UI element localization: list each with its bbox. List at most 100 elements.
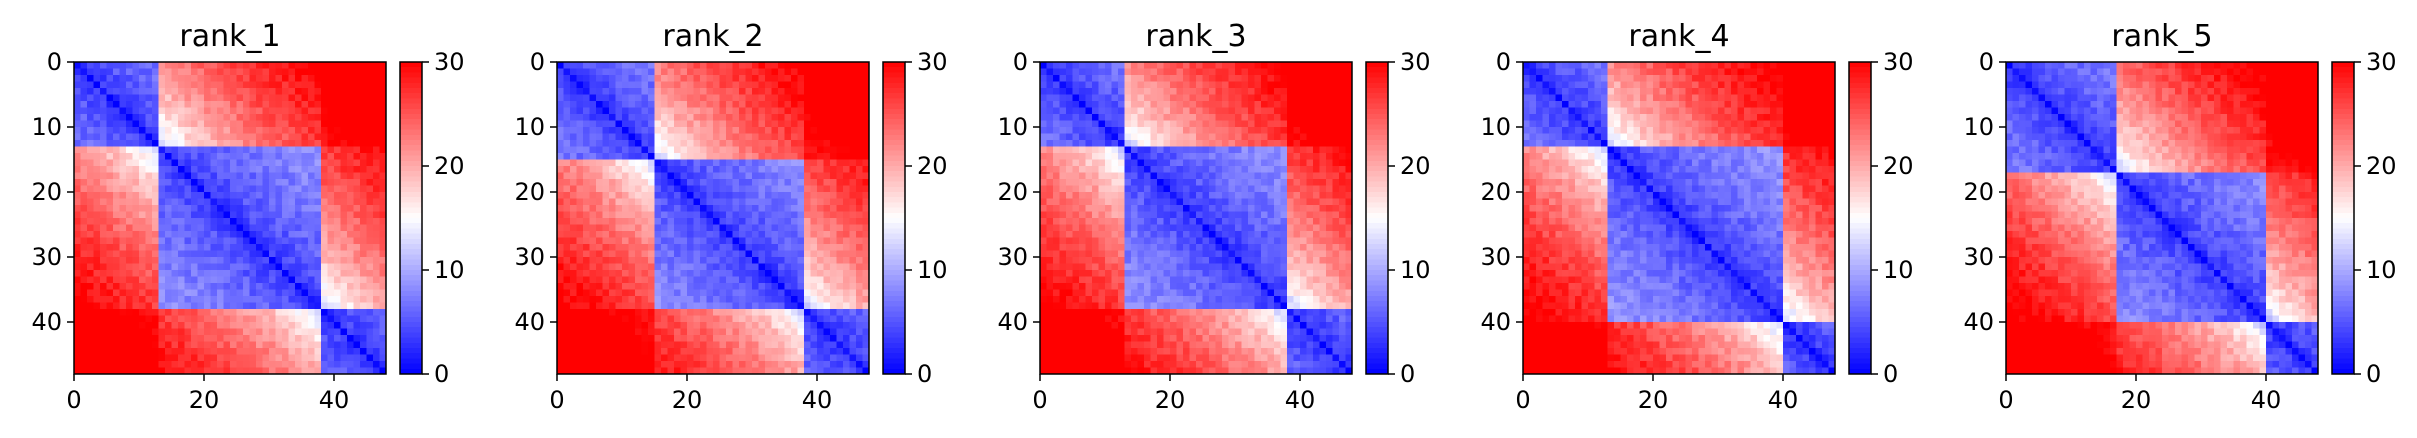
heatmap-cell — [288, 133, 296, 141]
heatmap-cell — [334, 127, 341, 134]
heatmap-cell — [570, 367, 577, 375]
heatmap-cell — [693, 341, 701, 349]
heatmap-cell — [849, 276, 857, 284]
heatmap-cell — [360, 133, 367, 141]
heatmap-cell — [700, 68, 707, 76]
heatmap-cell — [80, 328, 88, 336]
heatmap-cell — [158, 328, 166, 336]
heatmap-cell — [288, 322, 296, 329]
heatmap-cell — [836, 296, 844, 303]
heatmap-cell — [609, 218, 616, 225]
heatmap-cell — [100, 179, 107, 186]
heatmap-cell — [347, 296, 354, 303]
heatmap-cell — [288, 62, 296, 69]
heatmap-cell — [648, 179, 655, 186]
heatmap-cell — [635, 309, 642, 316]
heatmap-cell — [217, 127, 224, 134]
heatmap-cell — [171, 198, 179, 206]
heatmap-cell — [191, 328, 198, 336]
heatmap-cell — [243, 101, 250, 108]
heatmap-cell — [379, 179, 387, 186]
heatmap-cell — [327, 296, 335, 303]
heatmap-cell — [661, 94, 668, 102]
heatmap-cell — [706, 244, 714, 251]
heatmap-cell — [654, 198, 662, 206]
heatmap-cell — [100, 341, 107, 349]
heatmap-cell — [360, 257, 367, 264]
heatmap-cell — [615, 244, 623, 251]
heatmap-cell — [347, 322, 354, 329]
heatmap-cell — [576, 166, 584, 173]
heatmap-cell — [113, 62, 120, 69]
heatmap-cell — [836, 159, 844, 167]
heatmap-cell — [817, 335, 824, 342]
heatmap-cell — [843, 250, 850, 258]
heatmap-cell — [301, 322, 309, 329]
heatmap-cell — [557, 192, 564, 199]
heatmap-cell — [321, 218, 328, 225]
heatmap-cell — [862, 244, 870, 251]
heatmap-cell — [340, 263, 348, 271]
heatmap-cell — [80, 198, 88, 206]
heatmap-cell — [243, 283, 250, 290]
heatmap-cell — [648, 244, 655, 251]
heatmap-cell — [674, 127, 681, 134]
heatmap-cell — [596, 107, 603, 115]
heatmap-cell — [1105, 81, 1112, 89]
heatmap-cell — [74, 185, 81, 193]
heatmap-cell — [347, 315, 354, 323]
heatmap-cell — [197, 257, 205, 264]
heatmap-cell — [373, 153, 380, 160]
heatmap-cell — [667, 276, 675, 284]
heatmap-cell — [680, 192, 688, 199]
heatmap-cell — [360, 185, 367, 193]
heatmap-cell — [856, 101, 863, 108]
heatmap-cell — [1339, 62, 1346, 69]
heatmap-cell — [275, 198, 283, 206]
heatmap-cell — [119, 231, 127, 238]
heatmap-cell — [373, 276, 380, 284]
heatmap-cell — [628, 166, 636, 173]
heatmap-cell — [862, 120, 870, 128]
heatmap-cells — [557, 62, 870, 375]
heatmap-cell — [93, 322, 101, 329]
heatmap-cell — [628, 270, 636, 277]
heatmap-cell — [113, 205, 120, 212]
heatmap-cell — [654, 309, 662, 316]
heatmap-cell — [804, 283, 811, 290]
heatmap-cell — [230, 302, 237, 310]
heatmap-cell — [693, 296, 701, 303]
heatmap-cell — [139, 179, 146, 186]
heatmap-cell — [243, 94, 250, 102]
heatmap-cell — [158, 153, 166, 160]
heatmap-cell — [321, 224, 328, 232]
heatmap-cell — [583, 94, 590, 102]
heatmap-cell — [778, 367, 785, 375]
heatmap-cell — [589, 205, 597, 212]
heatmap-cell — [243, 309, 250, 316]
heatmap-cell — [366, 224, 374, 232]
heatmap-cell — [602, 322, 610, 329]
heatmap-cell — [674, 94, 681, 102]
heatmap-cell — [126, 283, 133, 290]
heatmap-cell — [739, 315, 746, 323]
heatmap-cell — [693, 101, 701, 108]
colorbar-segment — [400, 353, 422, 359]
heatmap-cell — [74, 296, 81, 303]
heatmap-cell — [661, 68, 668, 76]
heatmap-cell — [321, 367, 328, 375]
heatmap-cell — [622, 341, 629, 349]
heatmap-cell — [379, 205, 387, 212]
heatmap-cell — [217, 263, 224, 271]
heatmap-cell — [74, 211, 81, 219]
heatmap-cell — [680, 263, 688, 271]
heatmap-cell — [366, 296, 374, 303]
heatmap-cell — [563, 250, 571, 258]
heatmap-cell — [1098, 88, 1106, 95]
heatmap-cell — [145, 75, 153, 82]
heatmap-cell — [791, 192, 798, 199]
heatmap-cell — [360, 231, 367, 238]
heatmap-cell — [680, 205, 688, 212]
heatmap-cell — [771, 140, 779, 147]
heatmap-cell — [661, 296, 668, 303]
